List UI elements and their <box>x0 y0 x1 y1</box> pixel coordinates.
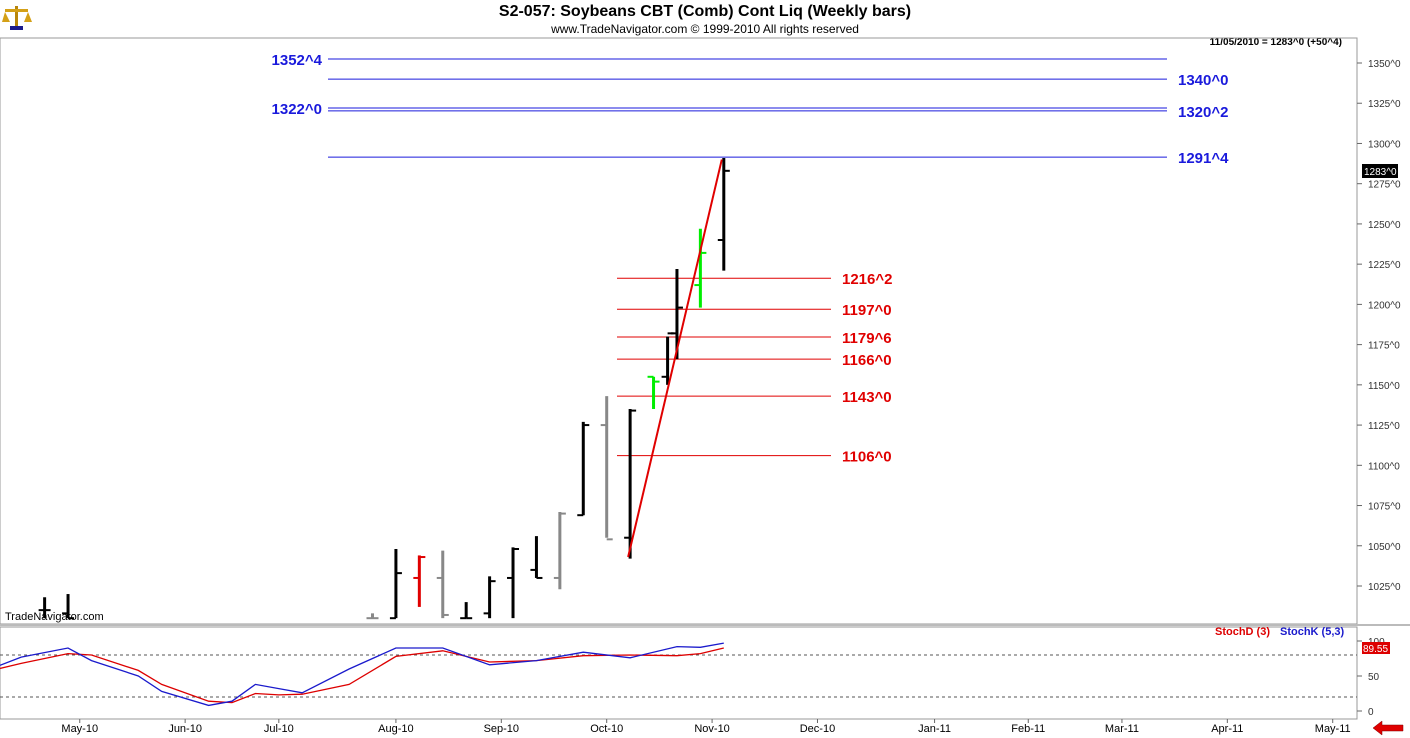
stochd-legend: StochD (3) <box>1215 626 1270 638</box>
price-tick-label: 1025^0 <box>1368 582 1401 593</box>
month-label: Jul-10 <box>264 723 294 735</box>
watermark-text: TradeNavigator.com <box>5 611 104 623</box>
price-tick-label: 1175^0 <box>1368 341 1400 352</box>
price-tick-label: 1325^0 <box>1368 99 1401 110</box>
price-tick-label: 1225^0 <box>1368 260 1401 271</box>
red-level-label: 1179^6 <box>842 330 892 347</box>
price-tick-label: 1250^0 <box>1368 220 1401 231</box>
price-tick-label: 1150^0 <box>1368 381 1400 392</box>
blue-level-label: 1322^0 <box>272 101 322 118</box>
month-label: Apr-11 <box>1211 723 1243 735</box>
month-label: Feb-11 <box>1011 723 1045 735</box>
indicator-panel-frame <box>0 626 1358 720</box>
price-tick-label: 1100^0 <box>1368 461 1400 472</box>
blue-level-label: 1352^4 <box>272 52 323 69</box>
chart-title: S2-057: Soybeans CBT (Comb) Cont Liq (We… <box>498 3 912 20</box>
indicator-value-label: 89.55 <box>1363 644 1388 655</box>
red-level-label: 1197^0 <box>842 302 892 319</box>
month-label: Jun-10 <box>168 723 202 735</box>
month-label: May-11 <box>1315 723 1351 735</box>
month-label: Sep-10 <box>484 723 519 735</box>
price-tick-label: 1200^0 <box>1368 300 1401 311</box>
price-tick-label: 1075^0 <box>1368 502 1401 513</box>
month-label: May-10 <box>61 723 98 735</box>
stoch-k-line <box>0 642 724 707</box>
indicator-tick-label: 0 <box>1368 707 1374 718</box>
last-price-readout: 11/05/2010 = 1283^0 (+50^4) <box>1209 37 1342 48</box>
current-price-badge <box>1362 164 1398 178</box>
price-panel-frame <box>0 37 1358 625</box>
left-arrow-icon[interactable] <box>1372 720 1404 736</box>
trendline <box>627 159 723 558</box>
blue-level-label: 1340^0 <box>1178 72 1228 89</box>
red-level-label: 1106^0 <box>842 449 892 466</box>
month-label: Dec-10 <box>800 723 835 735</box>
month-label: Aug-10 <box>378 723 413 735</box>
balance-scale-icon <box>2 6 32 30</box>
month-label: Oct-10 <box>590 723 623 735</box>
month-label: Nov-10 <box>694 723 729 735</box>
red-level-label: 1216^2 <box>842 271 892 288</box>
blue-level-label: 1291^4 <box>1178 150 1229 167</box>
price-tick-label: 1350^0 <box>1368 59 1401 70</box>
price-tick-label: 1300^0 <box>1368 139 1401 150</box>
current-price-label: 1283^0 <box>1364 167 1397 178</box>
month-label: Jan-11 <box>918 723 951 735</box>
indicator-value-badge <box>1362 642 1390 654</box>
red-level-label: 1143^0 <box>842 389 892 406</box>
price-tick-label: 1125^0 <box>1368 421 1400 432</box>
blue-level-label: 1320^2 <box>1178 104 1228 121</box>
copyright-text: www.TradeNavigator.com © 1999-2010 All r… <box>551 22 859 36</box>
stoch-d-line <box>0 647 724 704</box>
stochk-legend: StochK (5,3) <box>1280 626 1345 638</box>
price-tick-label: 1275^0 <box>1368 180 1401 191</box>
red-level-label: 1166^0 <box>842 352 892 369</box>
indicator-tick-label: 50 <box>1368 672 1380 683</box>
price-tick-label: 1050^0 <box>1368 542 1401 553</box>
month-label: Mar-11 <box>1105 723 1139 735</box>
